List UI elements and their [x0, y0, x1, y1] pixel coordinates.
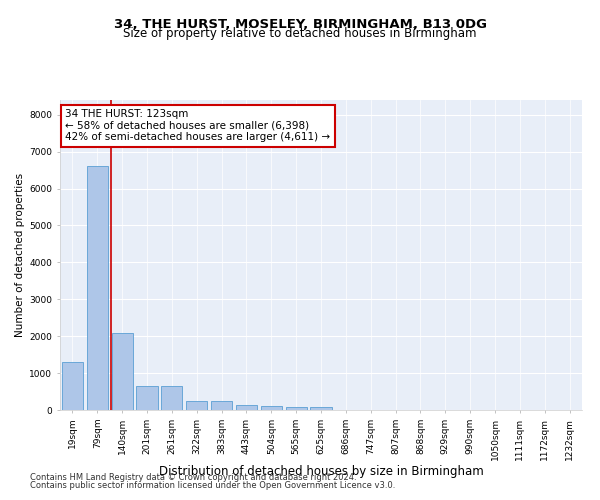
Bar	[236, 406, 257, 410]
Bar	[286, 407, 307, 410]
Bar	[161, 386, 182, 410]
Y-axis label: Number of detached properties: Number of detached properties	[15, 173, 25, 337]
Bar	[136, 386, 158, 410]
X-axis label: Distribution of detached houses by size in Birmingham: Distribution of detached houses by size …	[158, 466, 484, 478]
Bar	[261, 406, 282, 410]
Bar	[186, 400, 207, 410]
Bar	[310, 407, 332, 410]
Text: Size of property relative to detached houses in Birmingham: Size of property relative to detached ho…	[123, 28, 477, 40]
Bar	[87, 166, 108, 410]
Bar	[62, 362, 83, 410]
Text: Contains HM Land Registry data © Crown copyright and database right 2024.: Contains HM Land Registry data © Crown c…	[30, 472, 356, 482]
Text: 34 THE HURST: 123sqm
← 58% of detached houses are smaller (6,398)
42% of semi-de: 34 THE HURST: 123sqm ← 58% of detached h…	[65, 110, 331, 142]
Text: 34, THE HURST, MOSELEY, BIRMINGHAM, B13 0DG: 34, THE HURST, MOSELEY, BIRMINGHAM, B13 …	[113, 18, 487, 30]
Text: Contains public sector information licensed under the Open Government Licence v3: Contains public sector information licen…	[30, 481, 395, 490]
Bar	[112, 333, 133, 410]
Bar	[211, 401, 232, 410]
